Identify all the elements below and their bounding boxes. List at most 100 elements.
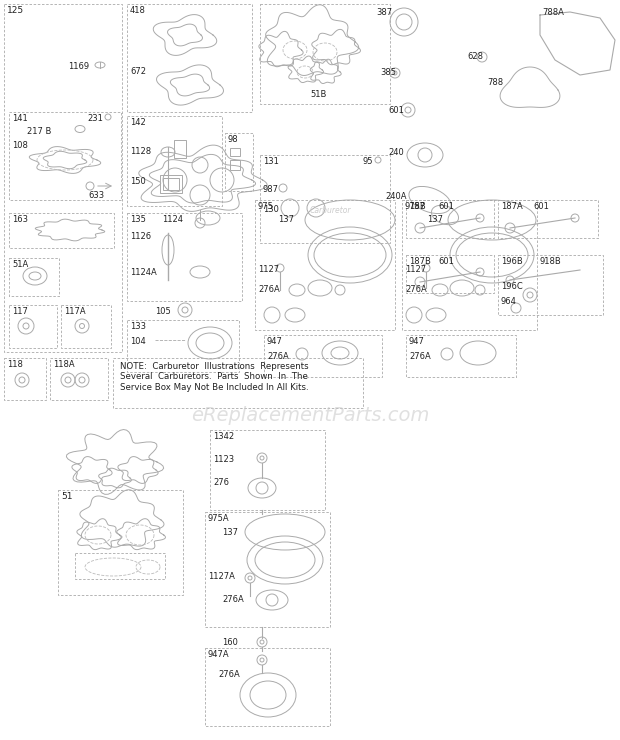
Bar — [406, 335, 516, 377]
Bar — [260, 4, 390, 104]
Text: 51: 51 — [61, 492, 73, 501]
Text: 137: 137 — [278, 215, 294, 224]
Text: 788: 788 — [487, 78, 503, 87]
Text: 276A: 276A — [405, 285, 427, 294]
Bar — [9, 258, 59, 296]
Bar — [127, 116, 222, 206]
Text: 276: 276 — [213, 478, 229, 487]
Text: 975: 975 — [258, 202, 274, 211]
Text: 918B: 918B — [540, 257, 562, 266]
Text: 601: 601 — [533, 202, 549, 211]
Text: 137: 137 — [427, 215, 443, 224]
Text: 633: 633 — [88, 191, 104, 200]
Bar — [163, 178, 179, 190]
Text: 150: 150 — [130, 177, 146, 186]
Text: 95: 95 — [363, 157, 373, 166]
Bar — [406, 255, 494, 293]
Text: 98: 98 — [228, 135, 239, 144]
Bar — [127, 4, 252, 112]
Bar — [205, 512, 330, 627]
Text: 1124: 1124 — [162, 215, 183, 224]
Text: 130: 130 — [263, 205, 279, 214]
Text: 276A: 276A — [258, 285, 280, 294]
Text: Carburetor: Carburetor — [309, 206, 351, 215]
Text: 672: 672 — [130, 67, 146, 76]
Text: 1123: 1123 — [213, 455, 234, 464]
Text: 1124A: 1124A — [130, 268, 157, 277]
Text: eReplacementParts.com: eReplacementParts.com — [191, 406, 429, 425]
Text: 108: 108 — [12, 141, 28, 150]
Bar — [113, 358, 363, 408]
Text: 387: 387 — [376, 8, 392, 17]
Text: 51A: 51A — [12, 260, 29, 269]
Text: 118: 118 — [7, 360, 23, 369]
Text: 1342: 1342 — [213, 432, 234, 441]
Text: 964: 964 — [501, 297, 517, 306]
Bar — [498, 255, 603, 315]
Bar — [174, 140, 186, 158]
Text: 601: 601 — [438, 202, 454, 211]
Text: 118A: 118A — [53, 360, 74, 369]
Bar — [9, 305, 57, 348]
Text: 1128: 1128 — [130, 147, 151, 156]
Bar — [230, 160, 240, 170]
Text: 196C: 196C — [501, 282, 523, 291]
Bar — [127, 213, 242, 301]
Text: 1169: 1169 — [68, 62, 89, 71]
Text: 947: 947 — [267, 337, 283, 346]
Text: 601: 601 — [438, 257, 454, 266]
Text: 276A: 276A — [222, 595, 244, 604]
Text: 187A: 187A — [501, 202, 523, 211]
Text: 276A: 276A — [409, 352, 431, 361]
Text: 975B: 975B — [405, 202, 427, 211]
Text: 137: 137 — [222, 528, 238, 537]
Text: 117: 117 — [12, 307, 28, 316]
Bar — [50, 358, 108, 400]
Text: 601: 601 — [388, 106, 404, 115]
Text: 160: 160 — [222, 638, 238, 647]
Bar — [264, 335, 382, 377]
Text: 196B: 196B — [501, 257, 523, 266]
Text: 125: 125 — [7, 6, 24, 15]
Text: 141: 141 — [12, 114, 28, 123]
Bar — [75, 553, 165, 579]
Text: 987: 987 — [263, 185, 279, 194]
Bar — [9, 213, 114, 248]
Text: 117A: 117A — [64, 307, 86, 316]
Text: 187: 187 — [409, 202, 425, 211]
Text: 1127: 1127 — [405, 265, 426, 274]
Text: 51B: 51B — [310, 90, 326, 99]
Bar — [402, 200, 537, 330]
Text: 276A: 276A — [267, 352, 289, 361]
Text: 1127: 1127 — [258, 265, 279, 274]
Text: 947A: 947A — [208, 650, 229, 659]
Bar — [4, 358, 46, 400]
Text: 131: 131 — [263, 157, 279, 166]
Text: 240: 240 — [388, 148, 404, 157]
Bar — [205, 648, 330, 726]
Bar — [255, 200, 395, 330]
Text: 163: 163 — [12, 215, 28, 224]
Text: 1127A: 1127A — [208, 572, 235, 581]
Text: 133: 133 — [130, 322, 146, 331]
Bar — [4, 4, 122, 352]
Text: 142: 142 — [130, 118, 146, 127]
Text: 105: 105 — [155, 307, 170, 316]
Text: 104: 104 — [130, 337, 146, 346]
Text: 788A: 788A — [542, 8, 564, 17]
Text: 385: 385 — [380, 68, 396, 77]
Bar — [406, 200, 494, 238]
Bar — [58, 490, 183, 595]
Text: 276A: 276A — [218, 670, 240, 679]
Bar — [9, 112, 121, 200]
Text: 418: 418 — [130, 6, 146, 15]
Text: 947: 947 — [409, 337, 425, 346]
Text: 135: 135 — [130, 215, 146, 224]
Bar — [225, 133, 253, 191]
Text: 628: 628 — [467, 52, 483, 61]
Bar — [230, 148, 240, 156]
Text: 240A: 240A — [385, 192, 407, 201]
Bar — [160, 175, 182, 193]
Text: 231: 231 — [87, 114, 103, 123]
Text: 217 B: 217 B — [27, 127, 51, 136]
